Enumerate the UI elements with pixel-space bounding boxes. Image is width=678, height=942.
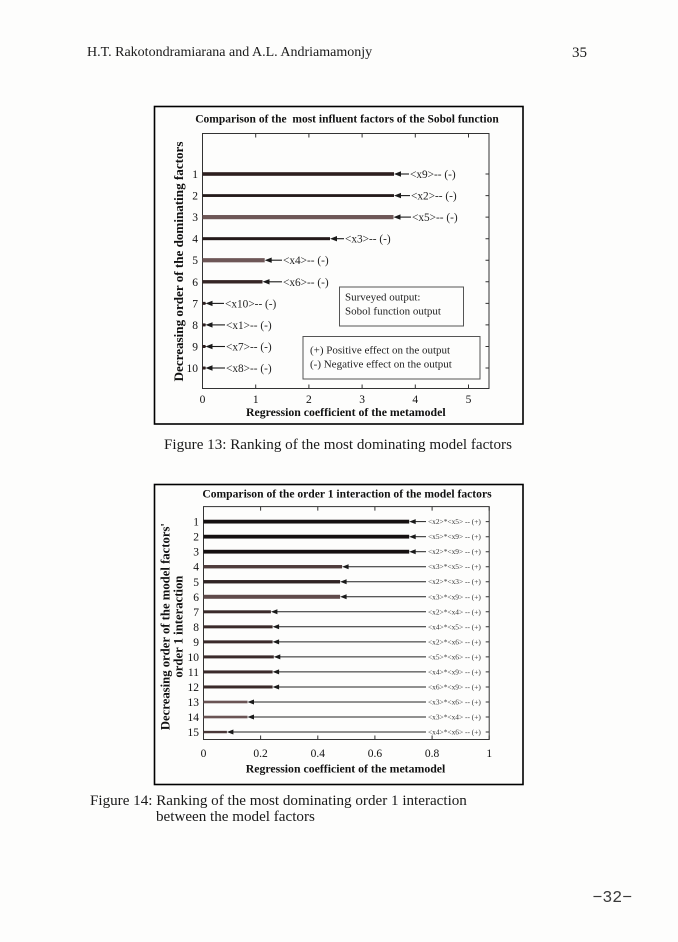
svg-text:7: 7 [193,607,199,619]
svg-text:<x2>-- (-): <x2>-- (-) [411,191,457,203]
svg-text:<x4>*<x5> -- (+): <x4>*<x5> -- (+) [428,622,481,631]
svg-text:9: 9 [192,342,198,354]
svg-text:<x2>*<x3> -- (+): <x2>*<x3> -- (+) [428,577,481,586]
svg-text:Decreasing order of the model: Decreasing order of the model factors' [159,523,173,730]
svg-text:<x10>-- (-): <x10>-- (-) [225,298,277,310]
svg-text:<x3>*<x6> -- (+): <x3>*<x6> -- (+) [428,698,481,707]
svg-text:4: 4 [192,234,198,246]
svg-text:<x3>*<x9> -- (+): <x3>*<x9> -- (+) [428,592,481,601]
svg-text:<x3>*<x4> -- (+): <x3>*<x4> -- (+) [428,713,481,722]
svg-text:(-) Negative effect on the ou: (-) Negative effect on the output [310,359,452,371]
svg-text:4: 4 [193,562,199,574]
svg-text:0: 0 [200,394,206,406]
svg-text:<x8>-- (-): <x8>-- (-) [226,363,272,375]
svg-text:Regression coefficient of the: Regression coefficient of the metamodel [246,762,446,776]
svg-text:11: 11 [188,667,199,679]
svg-text:10: 10 [188,652,200,664]
svg-text:<x4>*<x9> -- (+): <x4>*<x9> -- (+) [428,667,481,676]
svg-text:3: 3 [359,394,365,406]
svg-text:0.4: 0.4 [311,748,326,760]
svg-text:2: 2 [193,532,199,544]
svg-text:<x2>*<x6> -- (+): <x2>*<x6> -- (+) [428,637,481,646]
svg-text:<x9>-- (-): <x9>-- (-) [410,169,456,181]
svg-text:(+) Positive effect on the out: (+) Positive effect on the output [310,345,450,357]
svg-text:<x5>-- (-): <x5>-- (-) [412,212,458,224]
svg-text:5: 5 [192,255,198,267]
svg-text:<x4>*<x6> -- (+): <x4>*<x6> -- (+) [428,728,481,737]
svg-text:15: 15 [188,727,200,739]
svg-text:5: 5 [193,577,199,589]
svg-text:12: 12 [188,682,200,694]
svg-text:14: 14 [188,712,200,724]
svg-text:<x1>-- (-): <x1>-- (-) [226,320,272,332]
svg-text:Sobol function output: Sobol function output [345,306,441,318]
svg-text:Surveyed output:: Surveyed output: [345,292,420,304]
svg-text:4: 4 [412,394,418,406]
svg-text:2: 2 [192,191,198,203]
svg-text:10: 10 [187,363,199,375]
svg-text:Comparison of the order 1 inte: Comparison of the order 1 interaction of… [202,488,492,501]
svg-text:5: 5 [466,394,472,406]
svg-text:13: 13 [188,697,200,709]
svg-text:8: 8 [193,622,199,634]
svg-text:0.6: 0.6 [368,748,383,760]
svg-text:0: 0 [201,748,207,760]
svg-text:<x6>-- (-): <x6>-- (-) [283,277,329,289]
svg-text:6: 6 [193,592,199,604]
svg-text:2: 2 [306,394,312,406]
svg-text:7: 7 [192,298,198,310]
svg-text:0.8: 0.8 [425,748,440,760]
svg-text:8: 8 [192,320,198,332]
svg-text:<x6>*<x9> -- (+): <x6>*<x9> -- (+) [428,683,481,692]
svg-text:<x4>-- (-): <x4>-- (-) [283,255,329,267]
svg-text:1: 1 [192,169,198,181]
svg-text:order 1 interaction: order 1 interaction [172,576,186,678]
svg-text:1: 1 [253,394,259,406]
svg-text:<x2>*<x9> -- (+): <x2>*<x9> -- (+) [428,547,481,556]
svg-text:<x3>-- (-): <x3>-- (-) [345,234,391,246]
svg-text:<x5>*<x6> -- (+): <x5>*<x6> -- (+) [428,652,481,661]
svg-text:9: 9 [193,637,199,649]
svg-text:<x2>*<x4> -- (+): <x2>*<x4> -- (+) [428,607,481,616]
svg-text:0.2: 0.2 [253,748,268,760]
svg-text:3: 3 [192,212,198,224]
svg-text:1: 1 [486,748,492,760]
svg-text:<x7>-- (-): <x7>-- (-) [226,342,272,354]
svg-text:Decreasing order of the domina: Decreasing order of the dominating facto… [171,142,186,382]
svg-text:6: 6 [192,277,198,289]
svg-text:1: 1 [193,517,199,529]
svg-text:<x5>*<x9> -- (+): <x5>*<x9> -- (+) [428,532,481,541]
svg-text:<x3>*<x5> -- (+): <x3>*<x5> -- (+) [428,562,481,571]
svg-text:Regression coefficient of the: Regression coefficient of the metamodel [246,405,446,419]
svg-text:Comparison of the most influe: Comparison of the most influent factors … [195,114,499,126]
svg-text:<x2>*<x5> -- (+): <x2>*<x5> -- (+) [428,517,481,526]
svg-text:3: 3 [193,547,199,559]
